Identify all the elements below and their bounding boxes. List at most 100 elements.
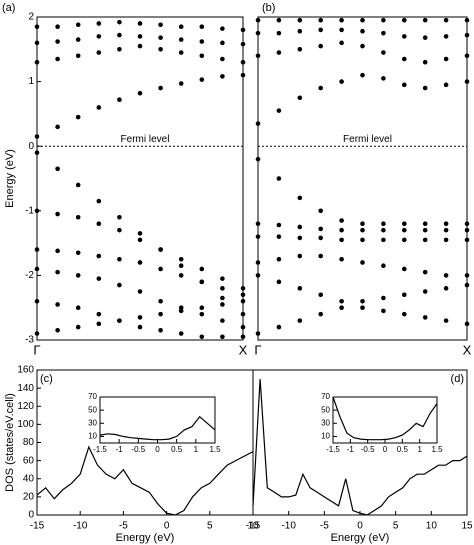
band-point: [297, 235, 303, 241]
x-tick-label: -1: [116, 445, 124, 454]
band-point: [199, 305, 205, 311]
band-point: [381, 50, 386, 55]
band-point: [178, 273, 184, 278]
band-point: [464, 221, 470, 227]
band-point: [55, 24, 60, 29]
band-point: [276, 256, 282, 262]
band-point: [220, 40, 225, 46]
band-point: [422, 237, 428, 243]
band-point: [422, 289, 428, 294]
band-point: [178, 263, 184, 269]
band-point: [220, 276, 225, 281]
band-point: [339, 298, 344, 304]
band-point: [117, 19, 122, 25]
band-point: [443, 318, 449, 323]
band-point: [199, 39, 205, 44]
y-tick-label: 80: [23, 437, 35, 448]
x-tick-label: 1.5: [209, 445, 221, 454]
panel-label: (c): [40, 373, 53, 385]
x-axis-label: Energy (eV): [116, 532, 175, 544]
y-tick-label: 2: [28, 12, 34, 23]
y-tick-label: 160: [17, 365, 34, 376]
band-point: [158, 266, 163, 272]
band-point: [381, 295, 386, 301]
band-point: [276, 30, 282, 36]
x-tick-label: 15: [461, 521, 473, 532]
y-tick-label: 70: [88, 392, 97, 401]
band-point: [360, 305, 365, 311]
band-point: [75, 22, 81, 28]
band-point: [276, 234, 282, 239]
band-point: [402, 237, 407, 243]
x-axis-label: Energy (eV): [331, 532, 390, 544]
band-point: [255, 53, 261, 59]
band-point: [402, 17, 407, 23]
band-point: [318, 226, 324, 232]
band-point: [137, 324, 143, 330]
band-point: [75, 305, 81, 311]
band-point: [255, 234, 261, 239]
x-tick-label: 0: [357, 521, 363, 532]
x-tick-label: 5: [393, 521, 399, 532]
band-point: [422, 269, 428, 275]
band-point: [34, 208, 40, 214]
x-tick-label: -0.5: [361, 445, 375, 454]
band-point: [34, 247, 40, 252]
band-point: [240, 298, 246, 304]
band-point: [402, 266, 407, 272]
band-point: [360, 298, 365, 304]
band-point: [220, 74, 225, 79]
panel-label: (a): [2, 2, 15, 14]
band-point: [464, 237, 470, 243]
band-point: [158, 247, 163, 252]
y-tick-label: 50: [88, 405, 97, 414]
band-point: [318, 235, 324, 241]
band-point: [240, 324, 246, 330]
band-point: [199, 334, 205, 340]
band-point: [422, 85, 428, 91]
band-point: [381, 30, 386, 36]
band-point: [276, 324, 282, 330]
band-point: [297, 28, 303, 34]
band-point: [318, 292, 324, 298]
band-point: [276, 279, 282, 285]
band-point: [360, 227, 365, 233]
x-tick-label: -10: [73, 521, 88, 532]
dos-line: [99, 415, 216, 441]
band-point: [55, 328, 60, 333]
band-point: [178, 37, 184, 42]
x-tick-label: 0: [164, 521, 170, 532]
x-tick-label: 0: [383, 445, 388, 454]
band-point: [158, 328, 163, 333]
band-point: [339, 305, 344, 311]
band-point: [381, 263, 386, 269]
band-point: [422, 17, 428, 23]
band-point: [178, 50, 184, 55]
band-point: [158, 298, 163, 304]
panel-label: (d): [451, 373, 464, 385]
band-point: [381, 17, 386, 23]
band-point: [34, 266, 40, 272]
band-point: [158, 47, 163, 52]
band-point: [220, 318, 225, 323]
x-tick-label: 1: [194, 445, 199, 454]
band-point: [158, 311, 163, 317]
band-point: [240, 311, 246, 317]
band-point: [318, 17, 324, 23]
band-point: [117, 282, 122, 288]
band-point: [137, 34, 143, 39]
x-tick-label: -5: [119, 521, 128, 532]
band-point: [422, 221, 428, 227]
x-tick-label: 0.5: [171, 445, 183, 454]
band-point: [318, 27, 324, 33]
band-point: [75, 37, 81, 42]
y-axis-label: Energy (eV): [4, 149, 16, 208]
band-point: [75, 273, 81, 278]
band-point: [178, 331, 184, 336]
x-tick-label: Γ: [33, 342, 40, 357]
band-point: [117, 97, 122, 102]
y-tick-label: 50: [321, 405, 330, 414]
band-point: [96, 221, 102, 227]
band-point: [96, 311, 102, 317]
band-point: [402, 34, 407, 39]
